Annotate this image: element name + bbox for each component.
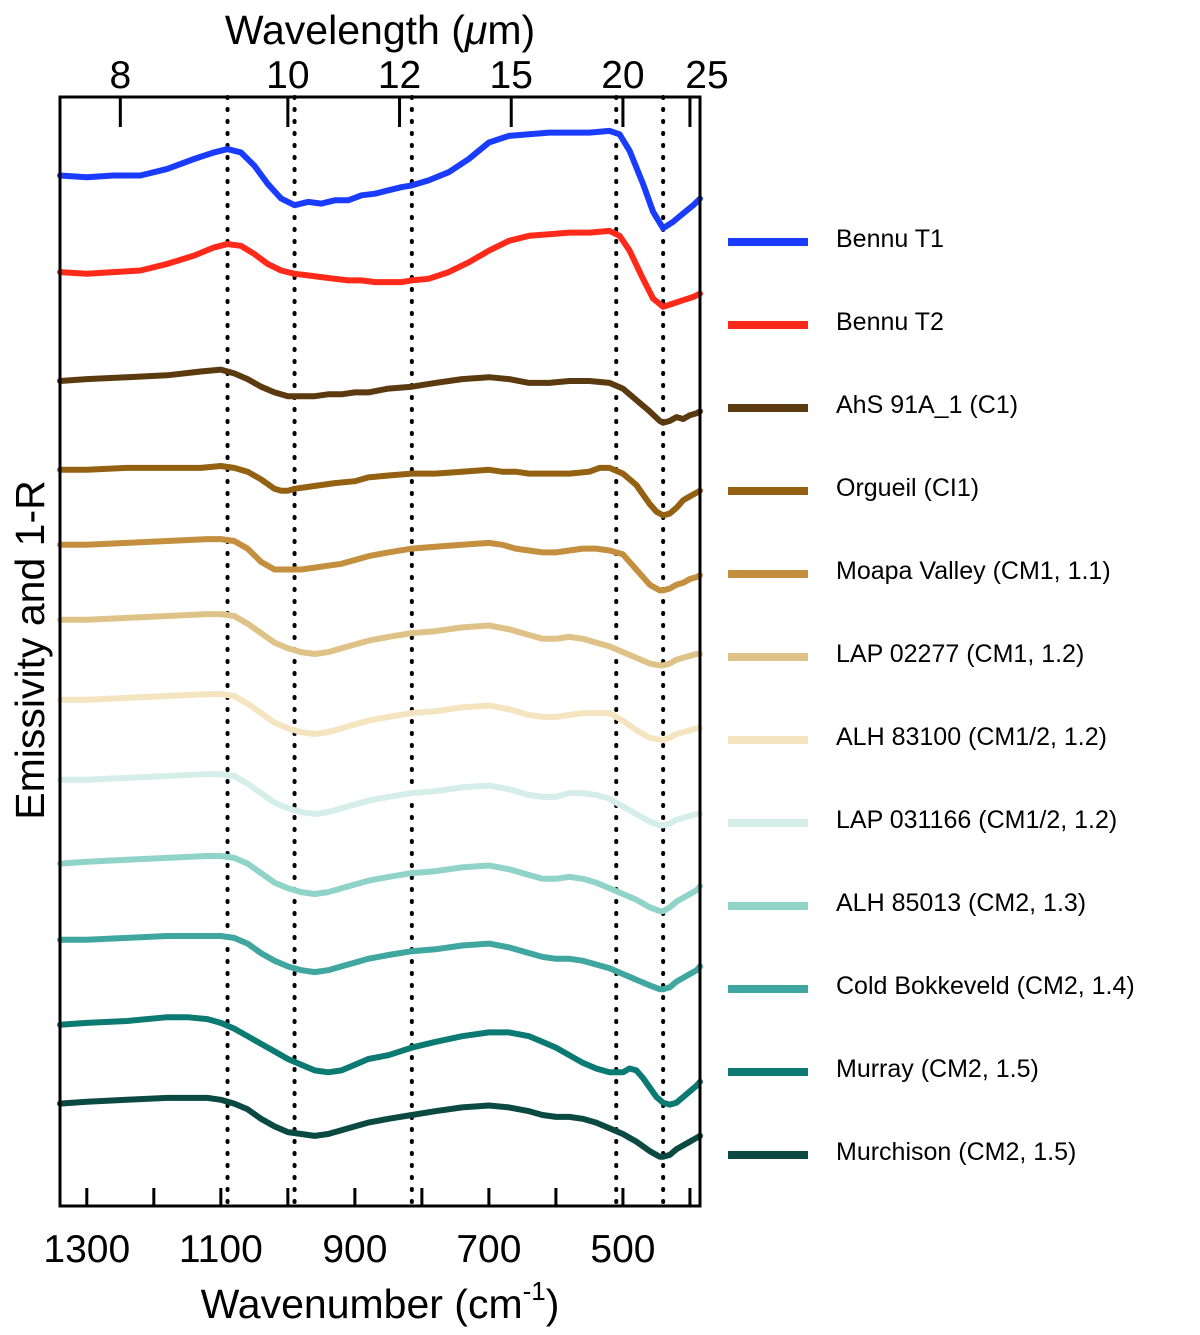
series-line-moapa-valley-cm1-1-1	[57, 536, 703, 594]
top-tick-label: 20	[601, 54, 644, 97]
series-line-orgueil-ci1	[57, 463, 703, 519]
legend-swatch	[728, 819, 808, 827]
legend-swatch	[728, 404, 808, 412]
legend-item: ALH 85013 (CM2, 1.3)	[728, 880, 1198, 963]
legend-label: Murray (CM2, 1.5)	[836, 1055, 1039, 1083]
series-line-bennu-t2	[57, 227, 703, 310]
legend-label: Cold Bokkeveld (CM2, 1.4)	[836, 972, 1135, 1000]
series-line-alh-85013-cm2-1-3	[57, 853, 703, 915]
legend-item: LAP 02277 (CM1, 1.2)	[728, 631, 1198, 714]
spectra-series	[57, 127, 703, 1160]
top-axis-title: Wavelength (μm)	[225, 7, 535, 53]
bottom-axis-title: Wavenumber (cm-1)	[201, 1276, 560, 1327]
legend-label: Bennu T1	[836, 225, 944, 253]
bottom-axis-ticks: 1300 1100 900 700 500	[43, 1188, 692, 1271]
legend-swatch	[728, 736, 808, 744]
legend-label: ALH 83100 (CM1/2, 1.2)	[836, 723, 1107, 751]
series-line-bennu-t1	[57, 127, 703, 232]
legend-item: Bennu T1	[728, 216, 1198, 299]
legend-swatch	[728, 238, 808, 246]
legend-swatch	[728, 653, 808, 661]
bottom-tick-label: 500	[590, 1228, 655, 1271]
bottom-tick-label: 900	[322, 1228, 387, 1271]
legend-swatch	[728, 1068, 808, 1076]
legend-label: Murchison (CM2, 1.5)	[836, 1138, 1077, 1166]
series-line-cold-bokkeveld-cm2-1-4	[57, 933, 703, 993]
legend-swatch	[728, 321, 808, 329]
legend-label: LAP 031166 (CM1/2, 1.2)	[836, 806, 1118, 834]
legend-label: Moapa Valley (CM1, 1.1)	[836, 557, 1111, 585]
bottom-tick-label: 1300	[43, 1228, 130, 1271]
plot-frame	[58, 95, 702, 1208]
legend-item: Murray (CM2, 1.5)	[728, 1046, 1198, 1129]
legend-item: ALH 83100 (CM1/2, 1.2)	[728, 714, 1198, 797]
bottom-tick-label: 1100	[179, 1228, 263, 1271]
y-axis-title: Emissivity and 1-R	[7, 480, 53, 819]
legend-swatch	[728, 570, 808, 578]
bottom-tick-label: 700	[456, 1228, 521, 1271]
legend-label: ALH 85013 (CM2, 1.3)	[836, 889, 1087, 917]
top-tick-label: 15	[490, 54, 533, 97]
legend-label: LAP 02277 (CM1, 1.2)	[836, 640, 1085, 668]
series-line-ahs-91a-1-c1	[57, 366, 703, 426]
series-line-lap-031166-cm1-2-1-2	[57, 771, 703, 829]
legend-swatch	[728, 1151, 808, 1159]
legend-swatch	[728, 487, 808, 495]
top-tick-label: 12	[378, 54, 421, 97]
series-line-lap-02277-cm1-1-2	[57, 611, 703, 669]
series-line-alh-83100-cm1-2-1-2	[57, 691, 703, 743]
legend: Bennu T1 Bennu T2 AhS 91A_1 (C1) Orgueil (C…	[728, 216, 1198, 1212]
legend-item: Murchison (CM2, 1.5)	[728, 1129, 1198, 1212]
legend-label: Orgueil (CI1)	[836, 474, 980, 502]
legend-item: Bennu T2	[728, 299, 1198, 382]
legend-item: AhS 91A_1 (C1)	[728, 382, 1198, 465]
legend-item: LAP 031166 (CM1/2, 1.2)	[728, 797, 1198, 880]
top-tick-label: 10	[266, 54, 309, 97]
legend-swatch	[728, 902, 808, 910]
top-axis-ticks: 8 10 12 15 20 25	[109, 54, 729, 127]
legend-swatch	[728, 985, 808, 993]
legend-label: AhS 91A_1 (C1)	[836, 391, 1019, 419]
legend-item: Cold Bokkeveld (CM2, 1.4)	[728, 963, 1198, 1046]
legend-item: Moapa Valley (CM1, 1.1)	[728, 548, 1198, 631]
series-line-murchison-cm2-1-5	[57, 1094, 703, 1160]
legend-label: Bennu T2	[836, 308, 944, 336]
series-line-murray-cm2-1-5	[57, 1014, 703, 1108]
legend-item: Orgueil (CI1)	[728, 465, 1198, 548]
top-tick-label: 8	[109, 54, 131, 97]
top-tick-label: 25	[685, 54, 728, 97]
